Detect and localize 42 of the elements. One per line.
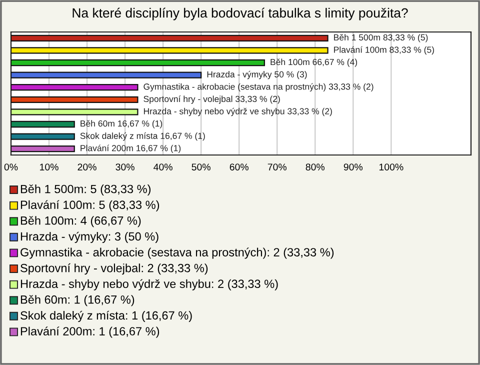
data-label: Plavání 200m 16,67 % (1) [80, 144, 181, 153]
bar [11, 72, 202, 78]
bar [11, 146, 75, 152]
data-label: Plavání 100m 83,33 % (5) [334, 46, 434, 55]
text: Skok daleký z místa: 1 (16,67 %) [20, 310, 192, 322]
text: Hrazda - výmyky: 3 (50 %) [20, 232, 158, 243]
bar [11, 108, 138, 116]
text: Gymnastika - akrobacie (sestava na prostných): 2 (33,33 %) [20, 248, 334, 259]
x-tick-label: 40% [154, 164, 172, 170]
chart-title: Na které disciplíny byla bodovací tabulka s limity použita? [72, 8, 408, 20]
bar [11, 96, 138, 103]
data-label: Hrazda - výmyky 50 % (3) [207, 70, 307, 80]
text: Plavání 200m: 1 (16,67 %) [20, 326, 160, 338]
data-label: Hrazda - shyby nebo výdrž ve shybu 33,33 % (2) [144, 108, 332, 116]
x-tick-label: 100% [379, 164, 404, 170]
data-label: Sportovní hry - volejbal 33,33 % (2) [144, 96, 280, 104]
data-label: Běh 60m 16,67 % (1) [80, 120, 162, 128]
x-tick-label: 0% [4, 164, 18, 170]
bar [11, 59, 266, 66]
bar [11, 34, 328, 42]
data-label: Běh 100m 66,67 % (4) [270, 58, 358, 67]
x-tick-label: 30% [116, 164, 134, 170]
data-label: Skok daleký z místa 16,67 % (1) [80, 132, 205, 141]
bar [11, 120, 75, 128]
text: Plavání 100m: 5 (83,33 %) [20, 200, 160, 212]
bar [11, 133, 75, 140]
data-label: Běh 1 500m 83,33 % (5) [334, 34, 428, 42]
text: Sportovní hry - volejbal: 2 (33,33 %) [20, 263, 208, 275]
x-tick-label: 80% [306, 164, 325, 170]
text: Běh 60m: 1 (16,67 %) [20, 295, 134, 306]
text: Běh 100m: 4 (66,67 %) [20, 216, 141, 228]
text: Hrazda - shyby nebo výdrž ve shybu: 2 (33,33 %) [20, 279, 278, 290]
text: Běh 1 500m: 5 (83,33 %) [20, 184, 151, 196]
bar [11, 47, 328, 54]
bar [11, 84, 138, 91]
x-tick-label: 70% [268, 164, 286, 170]
x-tick-label: 20% [78, 164, 96, 170]
x-tick-label: 10% [40, 164, 58, 170]
x-tick-label: 60% [230, 164, 248, 170]
data-label: Gymnastika - akrobacie (sestava na prostných) 33,33 % (2) [144, 83, 374, 92]
x-tick-label: 90% [344, 164, 363, 170]
x-tick-label: 50% [192, 164, 210, 170]
